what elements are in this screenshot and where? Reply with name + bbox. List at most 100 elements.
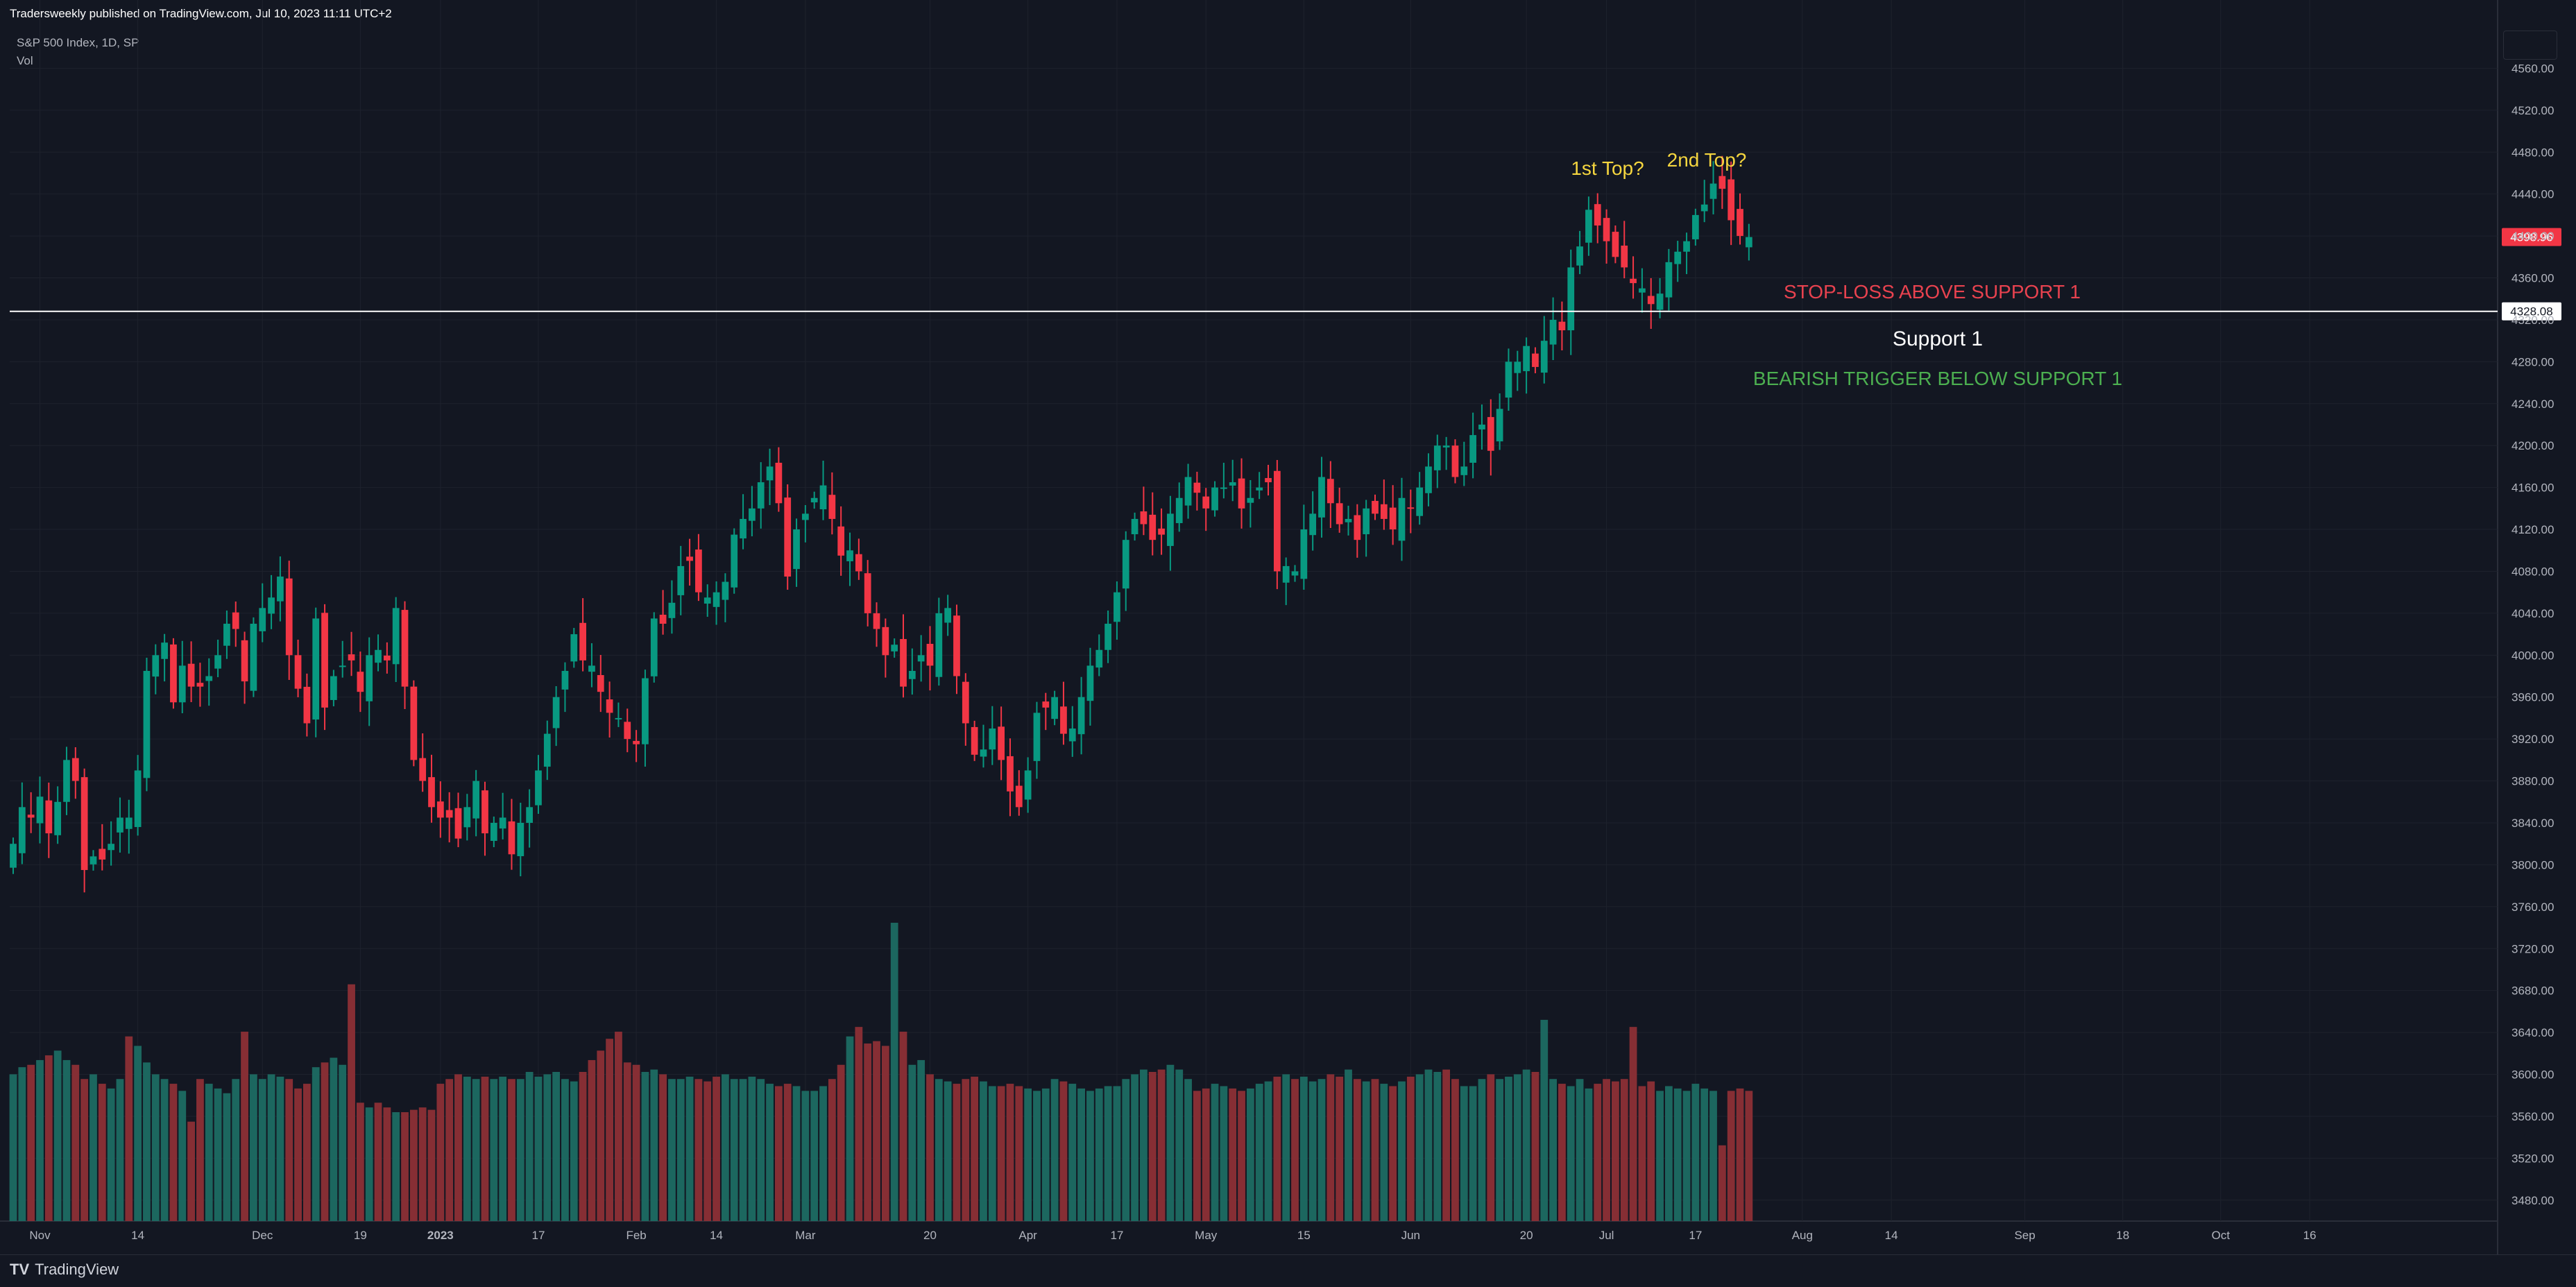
candle-body: [1416, 487, 1424, 516]
candle-body: [962, 681, 969, 724]
candle-body: [1639, 288, 1646, 293]
candle-body: [1700, 204, 1708, 212]
candle-body: [1451, 445, 1459, 477]
volume-bar: [1264, 1081, 1272, 1221]
candle-body: [1709, 183, 1717, 199]
candle-body: [749, 508, 756, 521]
volume-bar: [143, 1062, 151, 1221]
candle-body: [1425, 466, 1432, 493]
price-tick-label: 3960.00: [2511, 691, 2554, 704]
candle-body: [303, 686, 311, 724]
volume-bar: [668, 1079, 676, 1221]
candle-body: [1291, 571, 1299, 576]
candle-body: [1095, 649, 1103, 668]
candle-body: [517, 823, 524, 857]
candle-body: [1576, 246, 1583, 266]
volume-bar: [1246, 1088, 1254, 1221]
candle-body: [277, 577, 284, 602]
price-tick-label: 3480.00: [2511, 1194, 2554, 1207]
candle-body: [1114, 592, 1120, 622]
time-tick-label: Feb: [626, 1229, 646, 1242]
support-price-label: 4328.08: [2510, 305, 2552, 318]
volume-bar: [1229, 1088, 1237, 1221]
candle-body: [1567, 267, 1575, 331]
candle-body: [980, 749, 987, 757]
volume-bar: [321, 1062, 329, 1221]
candle-body: [810, 497, 818, 503]
volume-bar: [1006, 1084, 1014, 1221]
price-tick-label: 3520.00: [2511, 1152, 2554, 1165]
candle-body: [1327, 479, 1334, 504]
volume-bar: [445, 1079, 454, 1221]
time-tick-label: Jul: [1599, 1229, 1614, 1242]
volume-bar: [837, 1064, 845, 1221]
volume-bar: [1673, 1088, 1682, 1221]
candle-body: [588, 665, 595, 672]
candle-body: [703, 597, 711, 604]
volume-bar: [525, 1072, 534, 1221]
candle-body: [1140, 511, 1148, 525]
candle-body: [1540, 341, 1548, 373]
volume-bar: [27, 1064, 35, 1221]
candle-body: [570, 634, 578, 662]
time-tick-label: Sep: [2014, 1229, 2035, 1242]
price-axis-settings-button[interactable]: [2503, 31, 2557, 60]
candle-body: [1184, 477, 1192, 506]
candle-body: [27, 815, 35, 818]
volume-bar: [267, 1074, 275, 1221]
volume-bar: [722, 1074, 729, 1221]
volume-bar: [418, 1107, 427, 1221]
volume-bar: [1148, 1072, 1157, 1221]
candle-body: [642, 678, 649, 744]
candle-body: [1247, 497, 1254, 503]
volume-bar: [472, 1079, 480, 1221]
candle-body: [1336, 503, 1343, 525]
price-tick-label: 4480.00: [2511, 146, 2554, 159]
volume-bar: [926, 1074, 934, 1221]
candle-body: [1273, 470, 1281, 572]
candle-body: [375, 649, 382, 663]
candlestick-chart[interactable]: 4328.08 4398.96 1st Top? 2nd Top? STOP-LOSS…: [0, 0, 2576, 1254]
volume-bar: [1175, 1069, 1184, 1221]
time-tick-label: 2023: [427, 1229, 454, 1242]
volume-bar: [508, 1079, 515, 1221]
candle-body: [989, 728, 996, 750]
candle-body: [1256, 487, 1263, 491]
support-line: 4328.08 4398.96: [10, 228, 2561, 321]
candle-body: [1585, 210, 1592, 243]
volume-bar: [659, 1074, 667, 1221]
second-top-label: 2nd Top?: [1667, 149, 1747, 171]
candle-body: [312, 618, 320, 720]
volume-bar: [1317, 1079, 1326, 1221]
volume-bar: [935, 1079, 943, 1221]
volume-bar: [632, 1064, 640, 1221]
price-tick-label: 3680.00: [2511, 985, 2554, 998]
candle-body: [268, 597, 275, 614]
volume-bar: [516, 1079, 524, 1221]
volume-bar: [401, 1112, 409, 1221]
volume-bar: [312, 1067, 320, 1221]
volume-bar: [810, 1091, 819, 1221]
tradingview-logo[interactable]: TV TradingView: [10, 1261, 119, 1279]
candle-body: [134, 770, 142, 828]
candle-body: [1300, 529, 1308, 579]
candle-body: [348, 654, 355, 660]
volume-bar: [1745, 1091, 1753, 1221]
footer: [0, 1254, 2576, 1287]
candle-body: [366, 655, 373, 701]
volume-bar: [392, 1112, 400, 1221]
volume-bar: [169, 1084, 178, 1221]
candle-body: [1104, 624, 1111, 650]
volume-bar: [1193, 1091, 1201, 1221]
volume-bar: [1629, 1027, 1637, 1221]
publish-info: Tradersweekly published on TradingView.c…: [10, 7, 392, 20]
price-tick-label: 3720.00: [2511, 942, 2554, 955]
candle-body: [401, 610, 409, 687]
volume-bar: [116, 1079, 124, 1221]
volume-bar: [1664, 1086, 1673, 1221]
volume-bar: [1157, 1069, 1166, 1221]
volume-bar: [348, 984, 355, 1221]
volume-bar: [962, 1079, 970, 1221]
price-tick-label: 4120.00: [2511, 523, 2554, 536]
volume-bar: [1567, 1086, 1575, 1221]
